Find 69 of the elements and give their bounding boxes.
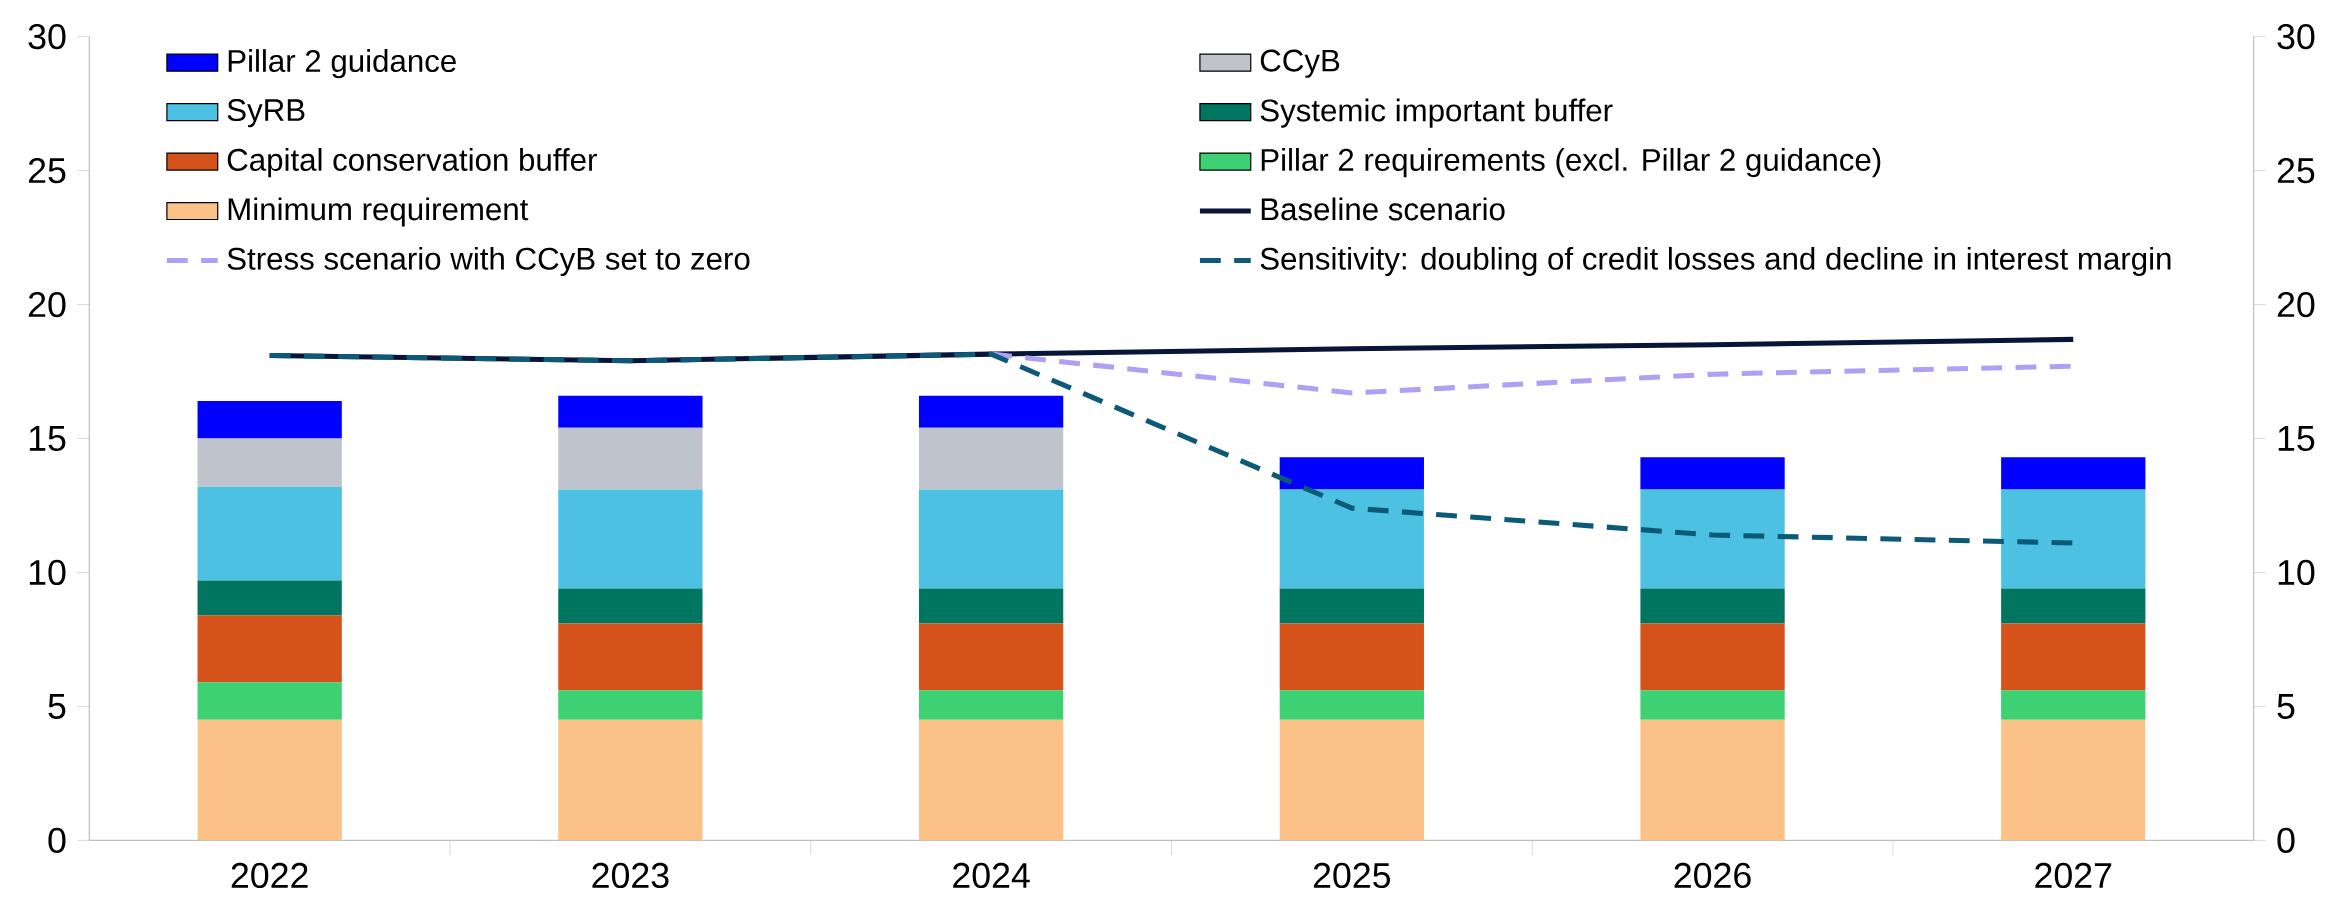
bar	[1640, 719, 1785, 841]
legend-label: Systemic important buffer	[1260, 98, 1613, 128]
y2-tick-label: 30	[2277, 23, 2315, 50]
x-tick-label: 2027	[2035, 862, 2112, 889]
bar	[197, 486, 342, 581]
bar	[918, 395, 1064, 428]
bar	[1279, 719, 1424, 841]
legend-label: Sensitivity: doubling of credit losses and decline in interest margin	[1260, 246, 2171, 277]
x-tick-label: 2024	[953, 862, 1030, 889]
y-tick-label: 15	[29, 426, 66, 451]
bar	[1279, 489, 1424, 589]
bar	[918, 623, 1064, 691]
x-tick-label: 2023	[592, 862, 669, 889]
bar	[197, 580, 342, 616]
bar	[197, 438, 342, 487]
bar	[1640, 690, 1785, 720]
bar	[2001, 719, 2146, 841]
bar	[918, 427, 1064, 490]
bar	[1640, 623, 1785, 691]
bar	[2001, 489, 2146, 589]
legend-label: Minimum requirement	[228, 197, 529, 227]
bar	[558, 395, 703, 428]
bar	[1640, 588, 1785, 624]
bar	[2001, 588, 2146, 624]
legend-label: Pillar 2 requirements (excl. Pillar 2 guidance)	[1261, 148, 1881, 178]
bar	[2001, 690, 2146, 720]
legend-label: Pillar 2 guidance	[228, 49, 456, 79]
bar	[918, 588, 1064, 624]
bar	[197, 401, 342, 439]
bar	[1279, 588, 1424, 624]
y-tick-label: 25	[28, 157, 66, 184]
bar	[918, 719, 1064, 841]
y2-tick-label: 20	[2277, 291, 2315, 318]
bar	[1640, 489, 1785, 589]
bar	[2001, 623, 2146, 691]
bar	[1279, 690, 1424, 720]
y-tick-label: 10	[29, 559, 66, 586]
bar	[1640, 457, 1785, 490]
y2-tick-label: 0	[2277, 827, 2295, 854]
y-tick-label: 5	[48, 694, 66, 719]
x-tick-label: 2026	[1674, 862, 1751, 889]
bar	[558, 690, 703, 720]
bar	[558, 427, 703, 490]
bar	[558, 588, 703, 624]
legend-label: CCyB	[1260, 49, 1340, 78]
bar	[558, 719, 703, 841]
bar	[558, 623, 703, 691]
bar	[2001, 457, 2146, 490]
bar	[918, 489, 1064, 589]
x-tick-label: 2025	[1313, 862, 1391, 889]
x-tick-label: 2022	[231, 862, 308, 889]
y2-tick-label: 25	[2277, 157, 2315, 184]
bar	[197, 682, 342, 720]
y2-tick-label: 15	[2278, 426, 2315, 451]
y2-tick-label: 5	[2277, 694, 2295, 719]
bar	[558, 489, 703, 589]
legend-label: Capital conservation buffer	[227, 148, 597, 178]
bar	[1279, 623, 1424, 691]
bar	[197, 719, 342, 841]
legend-label: Stress scenario with CCyB set to zero	[227, 246, 750, 277]
bar	[918, 690, 1064, 720]
y-tick-label: 30	[28, 23, 66, 50]
legend-label: SyRB	[227, 99, 305, 128]
y-tick-label: 20	[28, 291, 66, 318]
y-tick-label: 0	[48, 827, 66, 854]
legend-label: Baseline scenario	[1261, 197, 1505, 221]
bar	[197, 615, 342, 683]
y2-tick-label: 10	[2278, 559, 2315, 586]
bar	[1279, 457, 1424, 490]
